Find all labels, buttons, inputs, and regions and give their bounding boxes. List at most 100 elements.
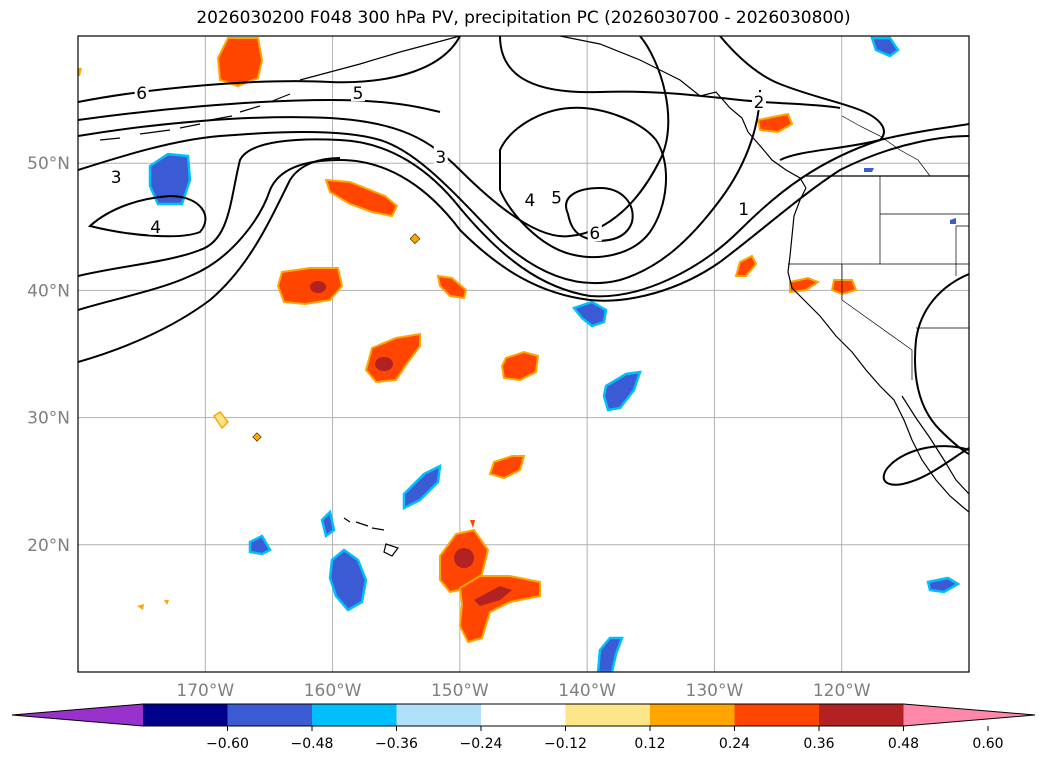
precip-weak-positive-patch [78,68,82,76]
lon-label: 130°W [686,681,744,701]
hawaii-islands [343,517,399,557]
lat-label: 40°N [27,281,70,301]
precip-positive-patch [734,254,758,277]
precip-weak-positive-patch [137,604,144,610]
longitude-labels: 170°W 160°W 150°W 140°W 130°W 120°W [176,681,870,701]
precip-strong-positive-patch [474,586,512,606]
graticule [78,36,969,672]
lat-label: 30°N [27,409,70,429]
pv-contour-6-closed [565,186,634,242]
lat-label: 20°N [27,536,70,556]
precip-positive-patch [500,350,540,382]
pv-contours [78,36,969,486]
pv-label-background [351,83,366,102]
colorbar-tick-label: −0.48 [291,736,334,752]
pv-contour-5-west [78,157,341,363]
pv-contour-label: 1 [738,200,749,220]
precip-negative-patch [864,168,874,172]
map-title: 2026030200 F048 300 hPa PV, precipitatio… [196,8,851,28]
precip-positive-patch [216,37,264,88]
pv-contour-3-west [78,123,969,298]
pv-contour-5-closed [499,106,667,258]
precip-positive-patch [458,575,541,644]
pv-contour-1-south [882,445,969,486]
colorbar-extend-low [12,704,143,726]
precip-negative-patch [248,534,272,556]
precipitation-pc-shading [78,36,961,672]
aleutian-islands [99,93,291,141]
pv-contour-label: 3 [435,148,446,168]
precip-negative-patch [602,370,642,412]
lon-label: 160°W [304,681,362,701]
colorbar-tick-label: −0.60 [206,736,249,752]
precip-strong-positive-patch [454,548,474,568]
colorbar-extend-high [903,704,1035,726]
map-frame [77,35,970,673]
colorbar-swatch [143,704,228,726]
precip-positive-patch [252,432,262,442]
colorbar-tick-label: −0.36 [375,736,418,752]
precip-strong-positive-patch [310,281,326,293]
pv-label-background [751,92,766,111]
precip-negative-patch [328,548,368,612]
lon-label: 120°W [813,681,871,701]
lon-label: 150°W [431,681,489,701]
pv-contour-label: 4 [150,218,161,238]
precip-negative-patch [926,576,961,594]
pv-contour-2-upper [719,36,885,161]
pv-contour-outer-2 [78,89,761,285]
pv-contour-label: 3 [111,168,122,188]
precip-positive-patch [324,178,399,218]
precip-positive-patch [789,276,821,294]
colorbar-swatch [312,704,397,726]
pv-label-background [549,187,564,206]
colorbar-swatch [565,704,651,726]
precip-positive-patch [830,279,858,296]
pv-label-background [134,83,149,102]
precip-negative-patch [148,152,192,206]
colorbar-swatch [481,704,566,726]
precip-weak-positive-patch [212,410,230,430]
pv-label-background [587,223,602,242]
colorbar-swatch [227,704,313,726]
colorbar-swatch [650,704,735,726]
colorbar-tick-label: 0.60 [972,736,1003,752]
pv-contour-4-loop [87,194,207,238]
precip-positive-patch [276,267,344,306]
colorbar-tick-label: 0.48 [888,736,919,752]
colorbar-swatch [396,704,482,726]
precip-positive-patch [756,112,794,134]
precip-negative-patch [320,509,336,539]
colorbar: −0.60 −0.48 −0.36 −0.24 −0.12 0.12 0.24 0.36 0.4… [11,703,1036,752]
state-borders [788,176,969,380]
pv-label-background [109,167,124,186]
pv-contour-5 [78,98,441,121]
pv-contour-label: 6 [136,84,147,104]
precip-negative-patch [571,300,608,328]
precip-weak-positive-patch [470,520,475,528]
pv-contour-label: 6 [589,224,600,244]
colorbar-swatch [734,704,820,726]
latitude-labels: 20°N 30°N 40°N 50°N [27,154,70,556]
colorbar-tick-label: 0.36 [803,736,834,752]
lon-label: 140°W [558,681,616,701]
pv-contour-label: 2 [754,93,765,113]
colorbar-tick-label: 0.12 [634,736,665,752]
precip-negative-patch [950,218,956,224]
baja-peninsula [901,395,969,495]
colorbar-tick-label: −0.12 [544,736,587,752]
precip-strong-positive-patch [375,357,393,371]
pv-label-background [522,190,537,209]
lon-label: 170°W [176,681,234,701]
precip-positive-patch [488,455,526,480]
precip-positive-patch [409,233,421,245]
precip-positive-patch [436,274,468,300]
precip-weak-positive-patch [164,600,169,605]
pv-contour-4 [78,135,969,311]
precip-negative-patch [870,36,900,58]
precip-negative-patch [402,463,442,511]
coastlines-and-borders [99,36,969,557]
canada-interior-border [841,115,931,177]
